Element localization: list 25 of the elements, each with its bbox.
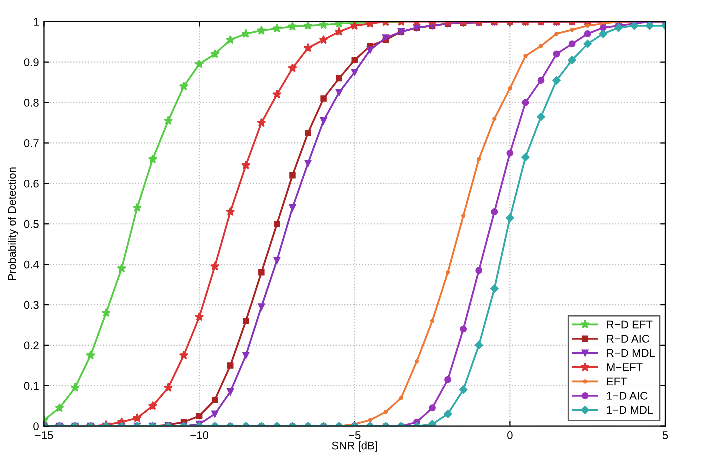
y-tick-label: 1 <box>34 18 39 26</box>
legend-label: 1−D AIC <box>607 392 648 400</box>
y-tick-label: 0.7 <box>24 139 39 148</box>
y-tick-label: 0.1 <box>24 382 39 390</box>
y-tick-label: 0.5 <box>24 220 39 228</box>
y-tick-label: 0.4 <box>24 260 40 269</box>
x-tick-label: −5 <box>349 432 361 440</box>
y-tick-label: 0.9 <box>24 58 39 66</box>
x-tick-label: 0 <box>508 432 513 440</box>
y-tick-label: 0.2 <box>24 342 39 350</box>
legend-label: R−D MDL <box>607 349 656 358</box>
x-axis-title: SNR [dB] <box>332 442 378 452</box>
legend-label: 1−D MDL <box>607 406 654 414</box>
legend-label: EFT <box>607 378 628 386</box>
legend-label: M−EFT <box>607 364 643 372</box>
legend-label: R−D AIC <box>607 335 650 343</box>
legend-label: R−D EFT <box>607 320 653 329</box>
x-tick-label: −10 <box>190 432 209 440</box>
x-tick-label: −15 <box>35 432 54 440</box>
x-tick-label: 5 <box>662 432 668 440</box>
y-tick-label: 0.3 <box>24 301 39 310</box>
y-axis-title: Probability of Detection <box>8 168 18 280</box>
y-tick-label: 0 <box>34 422 39 430</box>
y-tick-label: 0.8 <box>24 99 39 107</box>
y-tick-label: 0.6 <box>24 180 39 188</box>
